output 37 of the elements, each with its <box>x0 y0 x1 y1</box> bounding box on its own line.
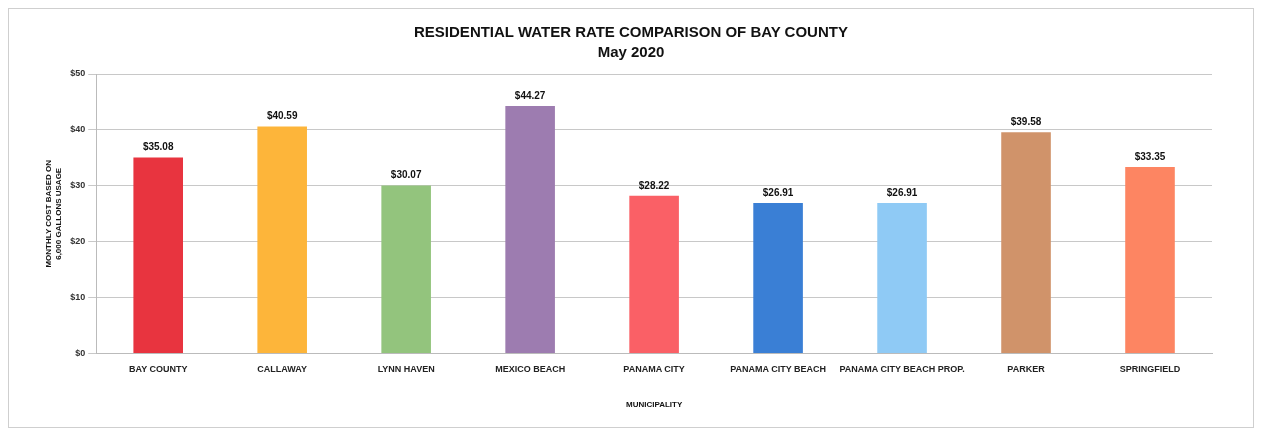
x-tick-label: BAY COUNTY <box>128 364 188 375</box>
data-label: $26.91 <box>762 186 794 198</box>
chart-title: RESIDENTIAL WATER RATE COMPARISON OF BAY COUNTY <box>413 22 849 42</box>
x-tick-label: PANAMA CITY BEACH <box>730 364 827 375</box>
data-label: $40.59 <box>266 110 298 122</box>
data-label: $44.27 <box>514 89 546 101</box>
bar <box>381 185 431 354</box>
bar <box>257 126 307 354</box>
data-label: $39.58 <box>1010 116 1042 128</box>
data-label: $26.91 <box>886 186 918 198</box>
bar <box>133 157 183 354</box>
y-tick-label: $10 <box>70 292 86 303</box>
y-tick-label: $40 <box>70 124 86 135</box>
data-label: $28.22 <box>638 179 670 191</box>
x-tick-label: MEXICO BEACH <box>495 364 566 375</box>
bar <box>753 203 803 354</box>
y-axis-title: MONTHLY COST BASED ON 6,000 GALLONS USAGE <box>44 159 63 268</box>
chart-subtitle: May 2020 <box>596 42 666 62</box>
x-tick-label: LYNN HAVEN <box>377 364 435 375</box>
data-label: $35.08 <box>142 141 174 153</box>
bar <box>1125 167 1175 354</box>
x-tick-label: SPRINGFIELD <box>1119 364 1181 375</box>
x-tick-label: PARKER <box>1007 364 1046 375</box>
bar <box>629 195 679 354</box>
x-axis-title: MUNICIPALITY <box>625 400 683 410</box>
y-tick-label: $20 <box>70 236 86 247</box>
x-tick-label: PANAMA CITY BEACH PROP. <box>839 364 965 375</box>
y-tick-label: $30 <box>70 180 86 191</box>
bar <box>505 106 555 354</box>
x-tick-label: PANAMA CITY <box>623 364 685 375</box>
y-tick-label: $0 <box>75 348 86 359</box>
bar <box>877 203 927 354</box>
data-label: $30.07 <box>390 169 422 181</box>
y-tick-label: $50 <box>70 68 86 79</box>
x-tick-label: CALLAWAY <box>257 364 308 375</box>
data-label: $33.35 <box>1134 150 1166 162</box>
bar <box>1001 132 1051 354</box>
